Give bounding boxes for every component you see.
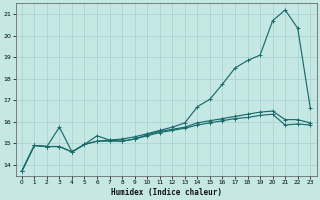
X-axis label: Humidex (Indice chaleur): Humidex (Indice chaleur) [110, 188, 221, 197]
